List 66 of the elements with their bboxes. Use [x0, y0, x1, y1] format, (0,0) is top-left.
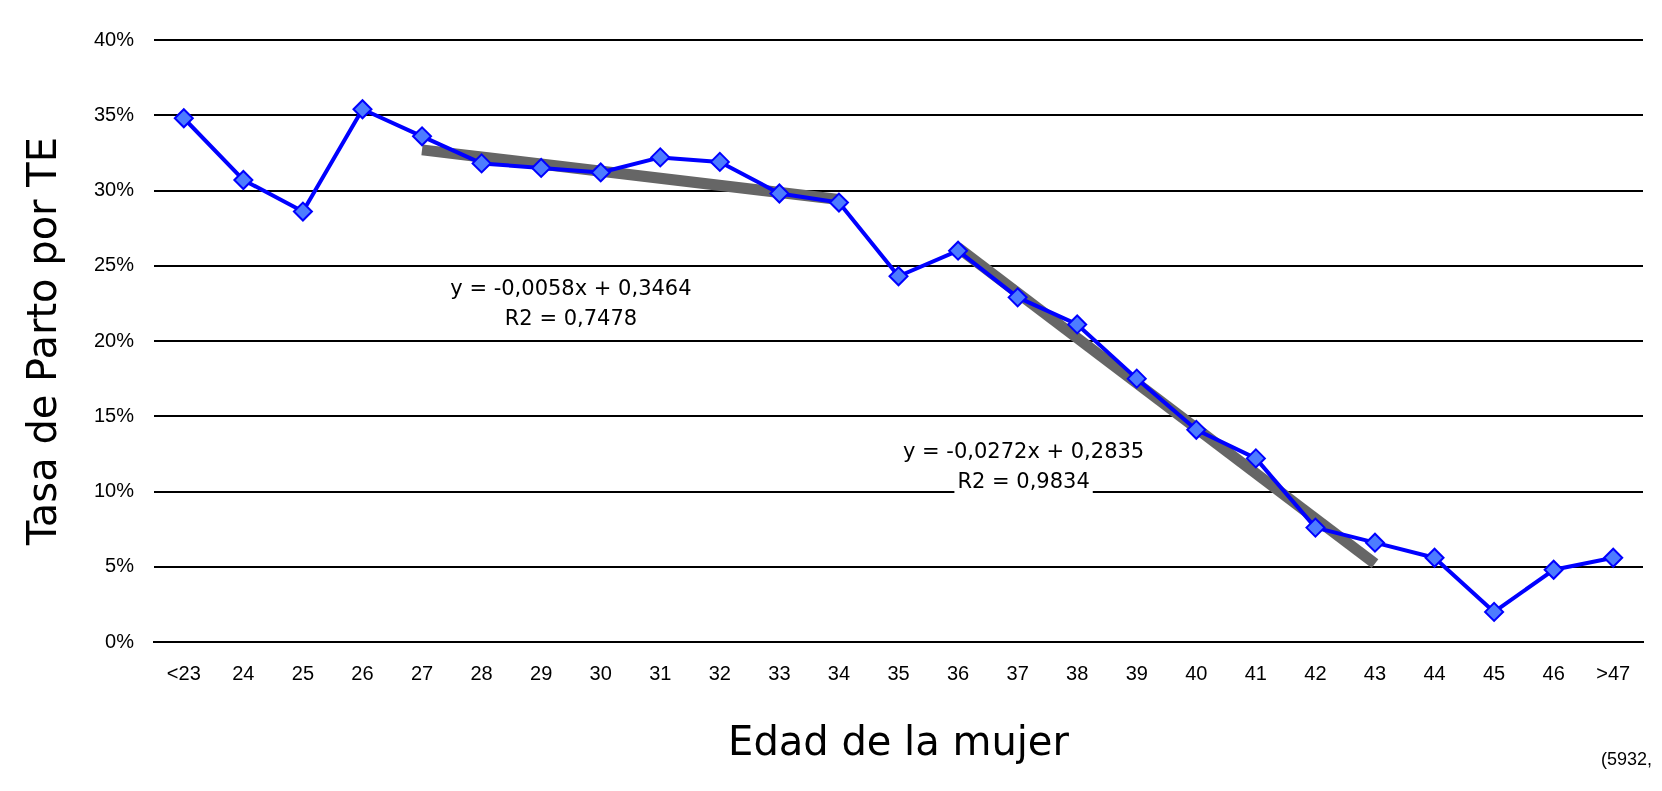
- point: [292, 201, 313, 222]
- point: [1126, 368, 1147, 389]
- point: [769, 183, 790, 204]
- y-tick-label: 15%: [94, 403, 135, 426]
- y-tick-label: 5%: [105, 554, 135, 577]
- point: [173, 108, 194, 129]
- point: [1364, 532, 1385, 553]
- point: [650, 147, 671, 168]
- x-tick-label: 29: [530, 661, 553, 684]
- x-axis-title: Edad de la mujer: [728, 718, 1070, 765]
- x-tick-label: >47: [1596, 661, 1631, 684]
- annotation: R2 = 0,9834: [957, 468, 1090, 493]
- x-tick-label: 42: [1304, 661, 1327, 684]
- point: [709, 151, 730, 172]
- annotation: R2 = 0,7478: [504, 306, 638, 331]
- point: [888, 266, 909, 287]
- point: [1424, 547, 1445, 568]
- point: [531, 157, 552, 178]
- point: [1305, 517, 1326, 538]
- x-tick-label: 25: [291, 661, 315, 684]
- point: [948, 240, 969, 261]
- x-tick-label: 44: [1423, 661, 1446, 684]
- y-tick-label: 20%: [94, 328, 135, 351]
- point: [1543, 559, 1564, 580]
- x-tick-label: 37: [1006, 661, 1029, 684]
- x-tick-label: 32: [708, 661, 731, 684]
- point: [1245, 448, 1266, 469]
- x-tick-label: 27: [410, 661, 434, 684]
- point: [1067, 314, 1088, 335]
- x-tick-label: 41: [1244, 661, 1267, 684]
- y-axis-title: Tasa de Parto por TE: [19, 137, 66, 546]
- point: [412, 126, 433, 147]
- x-tick-label: <23: [166, 661, 201, 684]
- x-tick-label: 40: [1185, 661, 1208, 684]
- point: [471, 153, 492, 174]
- x-tick-label: 38: [1066, 661, 1089, 684]
- x-tick-label: 33: [768, 661, 791, 684]
- point: [1186, 419, 1207, 440]
- y-tick-label: 25%: [94, 253, 135, 276]
- y-tick-label: 30%: [94, 178, 135, 201]
- point: [352, 99, 373, 120]
- annotation: y = -0,0058x + 0,3464: [450, 276, 692, 301]
- x-tick-label: 39: [1125, 661, 1148, 684]
- y-tick-label: 40%: [94, 27, 135, 50]
- point: [1484, 601, 1505, 622]
- y-tick-label: 10%: [94, 479, 135, 502]
- x-tick-label: 30: [589, 661, 612, 684]
- x-tick-label: 43: [1363, 661, 1387, 684]
- x-tick-label: 36: [946, 661, 970, 684]
- x-tick-label: 28: [470, 661, 493, 684]
- x-tick-label: 31: [649, 661, 672, 684]
- point: [233, 169, 254, 190]
- point: [590, 162, 611, 183]
- point: [1007, 287, 1028, 308]
- annotation: y = -0,0272x + 0,2835: [902, 438, 1145, 463]
- x-tick-label: 24: [232, 661, 255, 684]
- x-tick-label: 26: [351, 661, 374, 684]
- x-tick-label: 46: [1542, 661, 1565, 684]
- x-tick-label: 34: [827, 661, 851, 684]
- y-tick-label: 0%: [105, 629, 135, 652]
- text: (5932,: [1600, 748, 1652, 769]
- x-tick-label: 35: [887, 661, 910, 684]
- point: [1603, 547, 1624, 568]
- point: [828, 192, 849, 213]
- y-tick-label: 35%: [94, 102, 135, 125]
- x-tick-label: 45: [1482, 661, 1506, 684]
